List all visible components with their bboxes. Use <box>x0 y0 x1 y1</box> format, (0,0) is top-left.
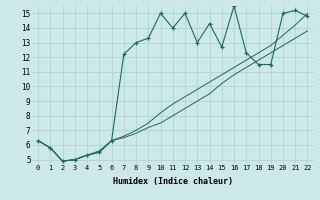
X-axis label: Humidex (Indice chaleur): Humidex (Indice chaleur) <box>113 177 233 186</box>
